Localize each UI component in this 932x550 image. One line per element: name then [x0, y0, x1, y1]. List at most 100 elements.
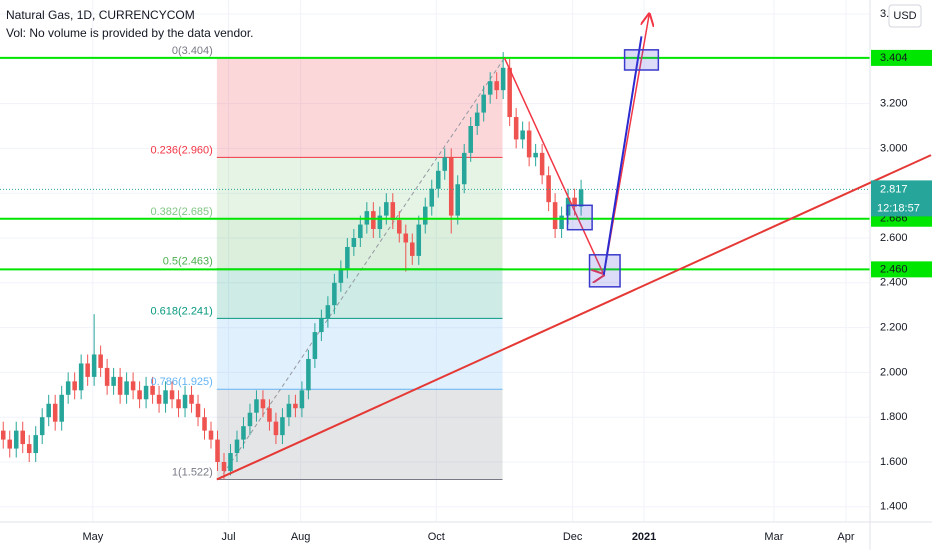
candle-body — [202, 417, 207, 431]
candle-body — [117, 376, 123, 395]
candle-body — [72, 381, 77, 391]
candle-body — [143, 385, 149, 400]
candle-body — [448, 157, 454, 216]
price-level-label: 3.404 — [880, 52, 908, 64]
candle-body — [500, 67, 506, 91]
box — [588, 254, 621, 288]
candle-body — [351, 238, 357, 247]
fib-zone — [216, 318, 503, 390]
candle-body — [20, 430, 25, 445]
x-tick-label: Apr — [837, 531, 854, 543]
candle-body — [539, 152, 545, 176]
x-tick-label: Dec — [563, 531, 583, 543]
chart-title: Natural Gas, 1D, CURRENCYCOM — [6, 8, 195, 22]
candle-body — [306, 358, 311, 391]
candle-body — [156, 394, 162, 404]
fib-label: 0.618(2.241) — [150, 305, 212, 317]
y-tick-label: 2.400 — [880, 277, 908, 289]
candle-body — [182, 394, 188, 409]
candle-body — [442, 157, 448, 171]
candle-body — [384, 202, 389, 216]
candle-body — [0, 430, 6, 440]
candle-body — [195, 403, 201, 418]
candle-body — [578, 189, 584, 207]
currency-button[interactable] — [888, 4, 922, 28]
candle-body — [533, 152, 538, 158]
y-tick-label: 2.600 — [880, 232, 908, 244]
candle-body — [513, 117, 519, 140]
candle-body — [371, 211, 376, 230]
candle-body — [13, 430, 19, 449]
x-tick-label: Aug — [291, 531, 311, 543]
candle-body — [358, 224, 363, 238]
price-level-label: 2.460 — [880, 263, 908, 275]
candle-body — [221, 462, 227, 471]
fib-zone — [216, 57, 503, 158]
candle-body — [403, 233, 409, 243]
candle-body — [325, 305, 331, 319]
candle-body — [52, 403, 58, 422]
candle-body — [487, 81, 493, 95]
chart-subtitle: Vol: No volume is provided by the data v… — [6, 26, 253, 40]
candle-body — [98, 354, 103, 368]
candle-body — [474, 112, 480, 126]
candle-body — [455, 184, 460, 216]
candle-body — [397, 220, 402, 234]
y-tick-label: 3.200 — [880, 98, 908, 110]
candle-body — [91, 354, 97, 377]
price-level-tag — [871, 261, 932, 278]
countdown-label: 12:18:57 — [877, 202, 920, 214]
candle-body — [546, 175, 551, 203]
candle-body — [59, 394, 64, 422]
y-tick-label: 2.200 — [880, 322, 908, 334]
candle-body — [429, 188, 435, 207]
candle-body — [332, 282, 337, 306]
candle-body — [176, 399, 181, 409]
candle-body — [241, 426, 246, 440]
candle-body — [104, 367, 110, 386]
y-tick-label: 2.000 — [880, 366, 908, 378]
candle-body — [124, 381, 129, 395]
candle-body — [39, 417, 45, 436]
candle-body — [130, 381, 136, 391]
candle-body — [65, 381, 71, 395]
candle-body — [481, 94, 486, 113]
currency-label[interactable]: USD — [893, 10, 916, 22]
candle-body — [7, 439, 13, 449]
candle-body — [78, 363, 84, 391]
candle-body — [526, 130, 532, 158]
y-tick-label: 1.400 — [880, 501, 908, 513]
candle-body — [416, 224, 422, 256]
x-tick-label: Mar — [764, 531, 783, 543]
candle-body — [247, 412, 253, 427]
x-tick-label: 2021 — [632, 531, 656, 543]
plot-area — [0, 0, 870, 522]
fib-label: 1(1.522) — [172, 466, 213, 478]
candle-body — [260, 399, 266, 409]
candle-body — [468, 126, 473, 153]
candle-body — [267, 408, 272, 422]
x-tick-label: Oct — [428, 531, 445, 543]
overlay: 1.4001.6001.8002.0002.2002.4002.6002.800… — [82, 8, 932, 543]
fib-zone — [216, 389, 503, 480]
fib-zone — [216, 268, 503, 319]
candle-body — [461, 152, 467, 185]
candle-body — [390, 202, 396, 221]
y-tick-label: 1.600 — [880, 456, 908, 468]
fib-label: 0.5(2.463) — [163, 256, 213, 268]
candle-body — [559, 215, 564, 230]
candle-body — [234, 439, 240, 454]
last-price-tag — [871, 180, 932, 217]
fib-label: 0.236(2.960) — [150, 144, 212, 156]
candle-body — [507, 67, 512, 118]
candle-body — [189, 394, 194, 404]
candle-body — [520, 130, 525, 140]
candle-body — [228, 453, 233, 471]
y-tick-label: 3.000 — [880, 142, 908, 154]
candle-body — [299, 390, 305, 409]
candle-body — [254, 399, 259, 413]
x-tick-label: Jul — [222, 531, 236, 543]
price-level-tag — [871, 49, 932, 66]
